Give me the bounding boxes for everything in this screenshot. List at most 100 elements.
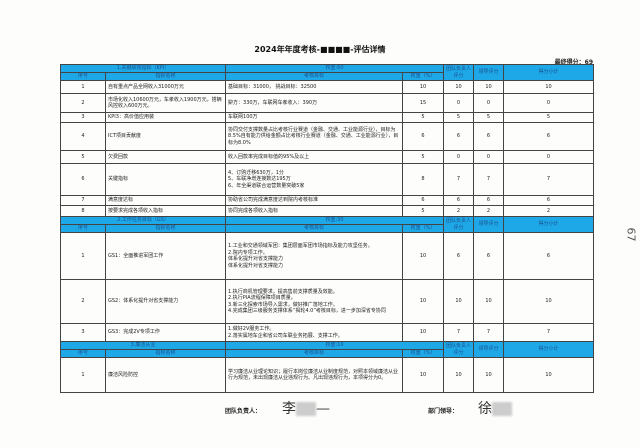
row-target: 收入回款率完成目标值的95%及以上 <box>225 150 404 164</box>
row-weight: 6 <box>402 122 445 151</box>
row-team-score: 5 <box>443 112 475 123</box>
row-leader-score: 6 <box>473 122 505 151</box>
row-no: 3 <box>60 323 106 342</box>
row-no: 4 <box>60 122 106 151</box>
col-subtotal: 得分小计 <box>503 341 595 358</box>
row-name: 自有重点产品全网收入31000万元 <box>104 80 227 94</box>
row-leader-score: 10 <box>473 279 505 324</box>
table-row: 4 ICT项目贡献度 协同交付支撑数量占比考核行业赛道（金融、交通、工业能源行业），… <box>60 122 595 151</box>
table-row: 6 关键指标 4、订购迁移630万，1分 5、车联净增连接数达195万 6、年全渠道… <box>60 163 595 196</box>
row-target: 4、订购迁移630万，1分 5、车联净增连接数达195万 6、年全渠道联合运营数… <box>225 163 404 196</box>
row-team-score: 0 <box>443 150 475 164</box>
table-row: 8 按要求完成各项收入指标 协同完成各项收入指标 5 2 2 2 <box>60 205 595 217</box>
team-leader-label: 团队负责人： <box>225 408 262 415</box>
row-no: 1 <box>60 232 106 280</box>
table-row: 7 满意度达标 协助省公司完成满意度达到院内考核标准 6 6 6 6 <box>60 195 595 206</box>
row-no: 2 <box>60 279 106 324</box>
row-name: 关键指标 <box>104 163 227 196</box>
table-row: 3 GS3：完成2V专项工作 1.做好2V服务工作。 2.落实属地车企和省公司车联业… <box>60 323 595 342</box>
row-name: 欠费回款 <box>104 150 227 164</box>
row-name: 按要求完成各项收入指标 <box>104 205 227 217</box>
row-weight: 10 <box>402 232 445 280</box>
col-leader-score: 领导评分 <box>473 341 505 358</box>
row-weight: 6 <box>402 195 445 206</box>
row-weight: 5 <box>402 112 445 123</box>
col-no: 序号 <box>60 72 106 81</box>
row-subtotal: 0 <box>503 150 595 164</box>
row-team-score: 6 <box>443 122 475 151</box>
row-subtotal: 7 <box>503 323 595 342</box>
row-subtotal: 7 <box>503 163 595 196</box>
row-name: 廉洁风险防控 <box>104 357 227 393</box>
row-no: 3 <box>60 112 106 123</box>
row-subtotal: 10 <box>503 80 595 94</box>
row-no: 5 <box>60 150 106 164</box>
col-name: 指标名称 <box>104 72 227 81</box>
row-leader-score: 2 <box>473 205 505 217</box>
row-target: 协同完成各项收入指标 <box>225 205 404 217</box>
col-weight: 权重（%） <box>402 349 445 358</box>
dept-leader-signature: 徐 <box>478 398 512 418</box>
row-name: KPI3：高价值应用装 <box>104 112 227 123</box>
row-subtotal: 10 <box>503 279 595 324</box>
row-subtotal: 6 <box>503 232 595 280</box>
section-title: 2.工作任务目标（GS） <box>59 216 227 225</box>
col-weight: 权重（%） <box>402 224 445 233</box>
table-row: 1 廉洁风险防控 学习廉洁从业理论知识；履行本岗位廉洁从业制度规范，对照本领域廉洁从… <box>60 357 595 393</box>
row-target: 协助省公司完成满意度达到院内考核标准 <box>225 195 404 206</box>
section-weight: 权重:10 <box>225 341 445 350</box>
row-target: 1.做好2V服务工作。 2.落实属地车企和省公司车联业务拓展、支撑工作。 <box>225 323 404 342</box>
row-no: 1 <box>60 357 106 393</box>
section-title: 3.廉洁从业 <box>59 341 227 350</box>
row-no: 8 <box>60 205 106 217</box>
row-leader-score: 7 <box>473 163 505 196</box>
col-team-score: 团队负责人评分 <box>443 341 475 358</box>
col-team-score: 团队负责人评分 <box>443 64 475 81</box>
row-subtotal: 2 <box>503 205 595 217</box>
row-target: 学习廉洁从业理论知识；履行本岗位廉洁从业制度规范，对照本领域廉洁从业行为规范，未… <box>225 357 404 393</box>
table-row: 2 市场化收入10600万元，车孝收入1900万元，搭辆风控收入600万元。 擗方：… <box>60 93 595 113</box>
row-leader-score: 5 <box>473 112 505 123</box>
col-leader-score: 领导评分 <box>473 216 505 233</box>
col-team-score: 团队负责人评分 <box>443 216 475 233</box>
row-name: GS3：完成2V专项工作 <box>104 323 227 342</box>
row-team-score: 7 <box>443 323 475 342</box>
table-row: 3 KPI3：高价值应用装 车联网100万 5 5 5 5 <box>60 112 595 123</box>
section-header: 1.关键绩效指标（KPI） 权重:60 团队负责人评分 领导评分 得分小计 <box>59 64 595 81</box>
col-subtotal: 得分小计 <box>503 216 595 233</box>
col-target: 考核目标 <box>225 72 404 81</box>
table-row: 2 GS2：体系化提升对省支撑能力 1.执行商机管理要求，提高售前支撑质量及效能。 … <box>60 279 595 324</box>
page-number: 67 <box>624 227 638 242</box>
col-target: 考核目标 <box>225 349 404 358</box>
evaluation-table: 1.关键绩效指标（KPI） 权重:60 团队负责人评分 领导评分 得分小计 序号 指标名称考… <box>59 64 595 393</box>
table-row: 5 欠费回款 收入回款率完成目标值的95%及以上 5 0 0 0 <box>60 150 595 164</box>
row-leader-score: 0 <box>473 93 505 113</box>
row-leader-score: 6 <box>473 232 505 280</box>
row-team-score: 10 <box>443 279 475 324</box>
row-weight: 10 <box>402 357 445 393</box>
row-subtotal: 10 <box>503 357 595 393</box>
row-leader-score: 6 <box>473 195 505 206</box>
row-no: 1 <box>60 80 106 94</box>
row-name: 满意度达标 <box>104 195 227 206</box>
row-no: 2 <box>60 93 106 113</box>
row-target: 擗方：330万，车联网车孝收入：390万 <box>225 93 404 113</box>
row-no: 6 <box>60 163 106 196</box>
section-weight: 权重:60 <box>225 64 445 73</box>
row-name: ICT项目贡献度 <box>104 122 227 151</box>
row-team-score: 6 <box>443 195 475 206</box>
row-team-score: 7 <box>443 163 475 196</box>
row-team-score: 6 <box>443 232 475 280</box>
row-team-score: 2 <box>443 205 475 217</box>
row-name: 市场化收入10600万元，车孝收入1900万元，搭辆风控收入600万元。 <box>104 93 227 113</box>
row-leader-score: 10 <box>473 80 505 94</box>
row-subtotal: 0 <box>503 93 595 113</box>
row-team-score: 0 <box>443 93 475 113</box>
row-subtotal: 5 <box>503 112 595 123</box>
table-row: 1 GS1：全面推进军团工作 1.工业和交通领域军团：集团层面军团市场指标及能力攻坚… <box>60 232 595 280</box>
row-target: 车联网100万 <box>225 112 404 123</box>
col-target: 考核目标 <box>225 224 404 233</box>
row-weight: 10 <box>402 323 445 342</box>
col-weight: 权重（%） <box>402 72 445 81</box>
final-score: 最终得分：69 <box>554 59 593 66</box>
